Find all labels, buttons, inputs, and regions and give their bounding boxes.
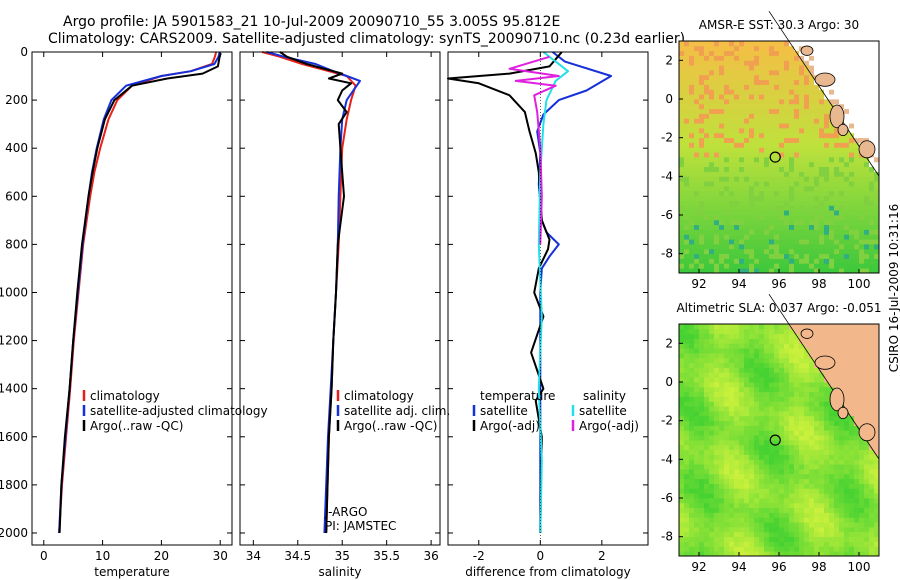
island — [800, 45, 814, 56]
map-y-tick-label: -6 — [661, 491, 673, 505]
profile-panel-3: -2 0 2 difference from climatology temperatu… — [447, 51, 649, 579]
map-x-tick-label: 98 — [811, 560, 826, 574]
plot-frame-3 — [447, 51, 649, 546]
map-y-tick-label: -6 — [661, 208, 673, 222]
map-y-tick-label: -4 — [661, 452, 673, 466]
island — [858, 140, 876, 159]
series-line-1-2 — [58, 51, 221, 534]
y-tick-label: 200 — [5, 93, 28, 107]
map-x-tick-label: 96 — [771, 277, 786, 291]
map-x-tick-label: 92 — [691, 560, 706, 574]
y-tick-label: 0 — [20, 45, 28, 59]
legend-label: Argo(-adj) — [579, 419, 639, 433]
map-heatmap-cells — [679, 41, 880, 274]
legend-label: satellite-adjusted climatology — [90, 404, 268, 418]
legend-label: satellite adj. clim. — [344, 404, 450, 418]
x-tick-label: 36 — [423, 549, 438, 563]
map-y-tick-label: 0 — [665, 375, 673, 389]
csiro-timestamp-label: CSIRO 16-Jul-2009 10:31:16 — [887, 204, 900, 372]
map-x-tick-label: 100 — [848, 560, 871, 574]
map-y-tick-label: 2 — [665, 53, 673, 67]
map-x-tick-label: 100 — [848, 277, 871, 291]
legend-label: satellite — [579, 404, 627, 418]
island — [837, 123, 849, 137]
island — [858, 423, 876, 442]
legend-label: Argo(..raw -QC) — [90, 419, 183, 433]
profile-panel-1: 0 10 20 30 temperature 0 200 400 600 800 1000 1200 1… — [0, 45, 268, 579]
island — [829, 387, 845, 412]
x-axis-label: temperature — [94, 565, 169, 579]
legend-label: Argo(..raw -QC) — [344, 419, 437, 433]
map-panel-1: AMSR-E SST: 30.3 Argo: 30 92 94 96 98 100 2 0 -2… — [661, 10, 880, 291]
y-tick-label: 1400 — [0, 382, 28, 396]
series-line-3-4 — [508, 55, 560, 245]
x-tick-label: 10 — [95, 549, 110, 563]
figure-title-line1: Argo profile: JA 5901583_21 10-Jul-2009 … — [63, 14, 560, 30]
map-x-tick-label: 96 — [771, 560, 786, 574]
x-axis-label: salinity — [318, 565, 361, 579]
series-line-1-1 — [58, 51, 218, 534]
map-panel-2: Altimetric SLA: 0.037 Argo: -0.051 92 94 96… — [661, 293, 882, 574]
island — [829, 104, 845, 129]
map-x-tick-label: 94 — [731, 277, 746, 291]
map-y-tick-label: -2 — [661, 414, 673, 428]
x-tick-label: 35.5 — [373, 549, 400, 563]
series-line-3-2 — [447, 51, 563, 534]
y-tick-label: 1600 — [0, 430, 28, 444]
profile-panel-2: 34 34.5 35 35.5 36 salinity climatologysatelli… — [239, 51, 450, 579]
map-x-tick-label: 94 — [731, 560, 746, 574]
series-line-3-3 — [537, 51, 569, 534]
x-tick-label: 2 — [598, 549, 606, 563]
plot-frame-2 — [239, 51, 441, 546]
x-tick-label: 30 — [213, 549, 228, 563]
x-tick-label: 35 — [335, 549, 350, 563]
map-y-tick-label: -4 — [661, 169, 673, 183]
float-annotation: PI: JAMSTEC — [325, 519, 396, 533]
legend-label: climatology — [344, 389, 414, 403]
map-y-tick-label: 0 — [665, 92, 673, 106]
argo-position-marker — [769, 434, 781, 446]
legend-title: temperature — [480, 389, 555, 403]
y-tick-label: 1000 — [0, 285, 28, 299]
island — [800, 328, 814, 339]
map-x-tick-label: 92 — [691, 277, 706, 291]
legend-title: salinity — [583, 389, 626, 403]
y-tick-label: 600 — [5, 189, 28, 203]
float-annotation: J-ARGO — [324, 505, 367, 519]
map-x-tick-label: 98 — [811, 277, 826, 291]
island — [814, 355, 836, 370]
x-tick-label: 20 — [154, 549, 169, 563]
series-line-3-1 — [536, 51, 613, 533]
map-heatmap-cells — [679, 324, 880, 557]
legend-label: satellite — [480, 404, 528, 418]
island — [814, 72, 836, 87]
x-tick-label: 34.5 — [284, 549, 311, 563]
x-tick-label: 0 — [536, 549, 544, 563]
x-tick-label: 0 — [40, 549, 48, 563]
series-line-2-3 — [279, 51, 353, 534]
map-y-tick-label: -2 — [661, 131, 673, 145]
y-tick-label: 2000 — [0, 526, 28, 540]
map-title: Altimetric SLA: 0.037 Argo: -0.051 — [676, 301, 881, 315]
legend-label: climatology — [90, 389, 160, 403]
x-axis-label: difference from climatology — [465, 565, 631, 579]
plot-frame-1 — [31, 51, 233, 546]
x-tick-label: -2 — [473, 549, 485, 563]
x-tick-label: 34 — [246, 549, 261, 563]
map-y-tick-label: 2 — [665, 336, 673, 350]
island — [837, 406, 849, 420]
argo-position-marker — [769, 151, 781, 163]
map-y-tick-label: -8 — [661, 247, 673, 261]
figure-title-line2: Climatology: CARS2009. Satellite-adjuste… — [48, 31, 685, 47]
map-title: AMSR-E SST: 30.3 Argo: 30 — [699, 18, 859, 32]
legend-label: Argo(-adj) — [480, 419, 540, 433]
y-tick-label: 1200 — [0, 334, 28, 348]
y-tick-label: 1800 — [0, 478, 28, 492]
map-y-tick-label: -8 — [661, 530, 673, 544]
y-tick-label: 800 — [5, 237, 28, 251]
y-tick-label: 400 — [5, 141, 28, 155]
series-line-1-3 — [58, 52, 222, 534]
